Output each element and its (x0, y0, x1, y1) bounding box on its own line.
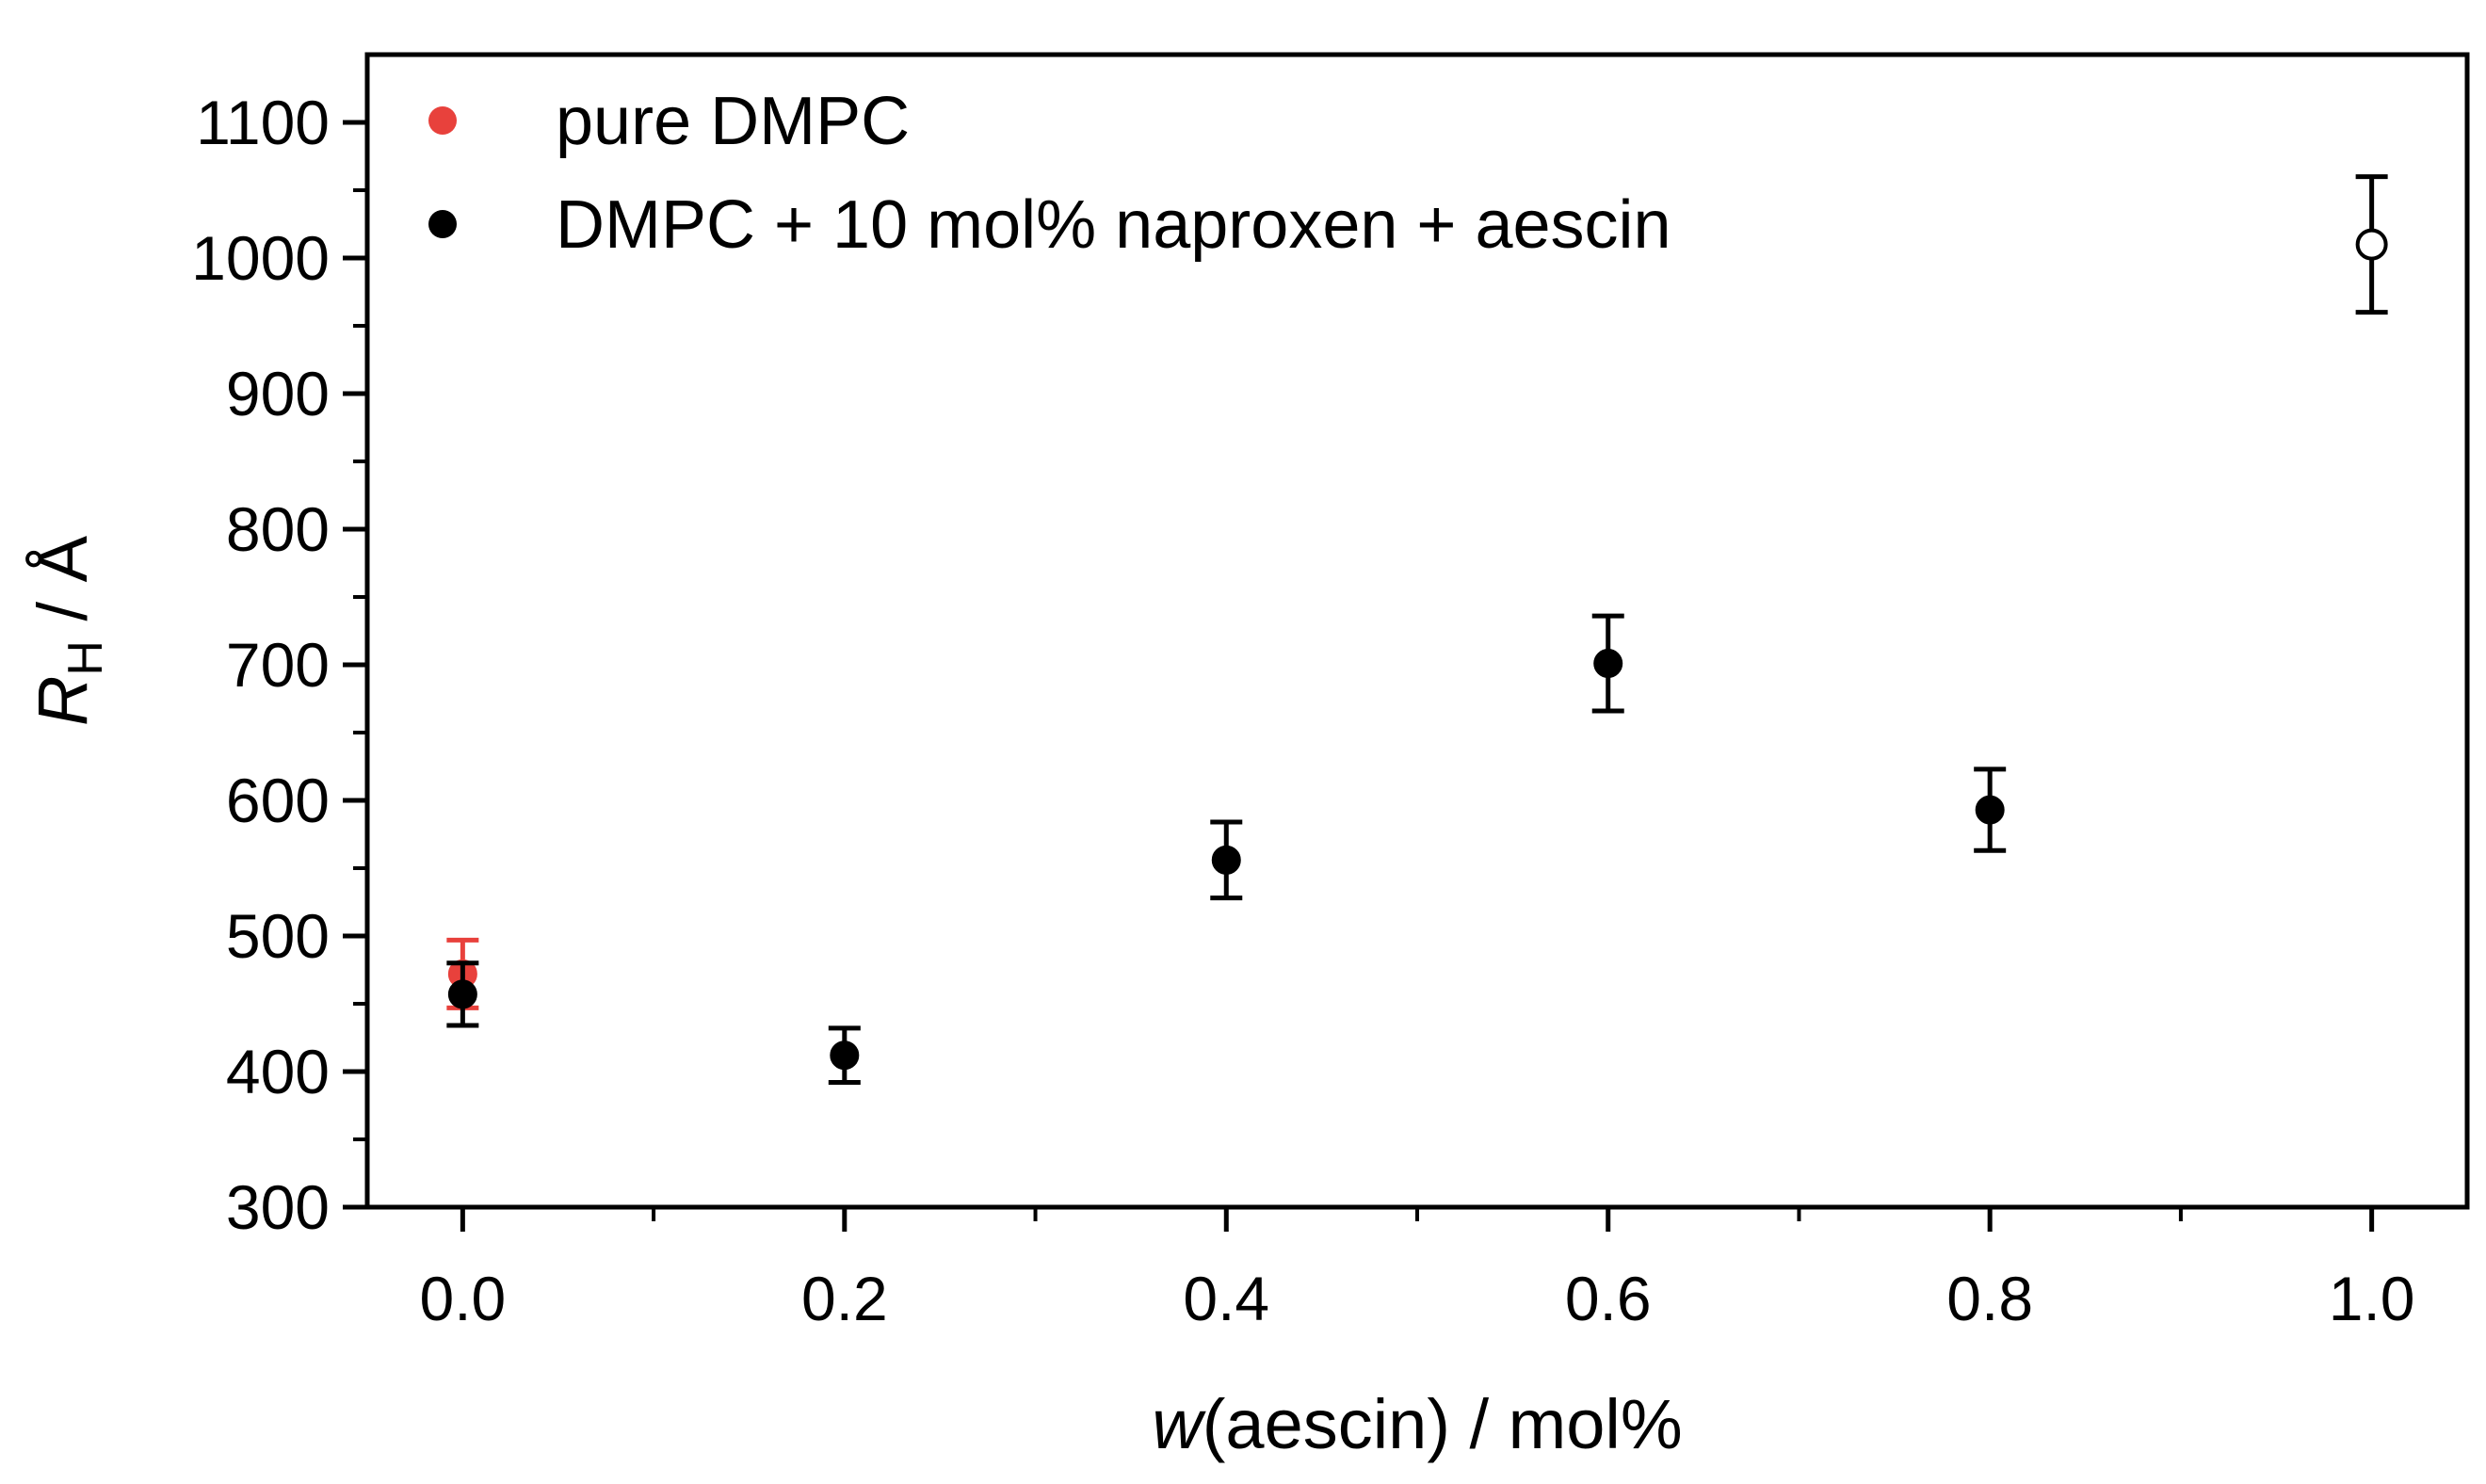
data-point (446, 960, 479, 1028)
legend-marker (428, 106, 457, 135)
x-axis-title-rest: (aescin) / mol% (1203, 1385, 1683, 1463)
y-tick-label: 700 (226, 630, 330, 700)
marker (1211, 845, 1241, 875)
marker (447, 979, 477, 1009)
marker (830, 1040, 860, 1071)
legend-marker (428, 210, 457, 238)
data-points (446, 174, 2388, 1086)
y-axis-title-subscript: H (58, 640, 113, 676)
y-tick-label: 500 (226, 901, 330, 971)
legend-label: DMPC + 10 mol% naproxen + aescin (556, 187, 1671, 263)
data-point (828, 1025, 861, 1086)
legend-item: pure DMPC (428, 84, 910, 159)
y-axis-title: RH / Å (24, 535, 113, 726)
y-tick-label: 400 (226, 1037, 330, 1106)
y-axis-title-rest: / Å (24, 535, 102, 640)
y-tick-label: 900 (226, 359, 330, 428)
data-point (1591, 613, 1624, 714)
x-tick-labels: 0.0 0.2 0.4 0.6 0.8 1.0 (419, 1264, 2414, 1333)
data-point (1210, 819, 1243, 901)
y-tick-label: 300 (226, 1172, 330, 1242)
legend-item: DMPC + 10 mol% naproxen + aescin (428, 187, 1671, 263)
data-point (2355, 174, 2388, 315)
y-tick-label: 1000 (191, 223, 330, 293)
x-tick-label: 0.6 (1565, 1264, 1652, 1333)
legend-label: pure DMPC (556, 84, 910, 159)
y-tick-label: 600 (226, 766, 330, 835)
y-tick-label: 1100 (196, 88, 330, 157)
y-tick-label: 800 (226, 494, 330, 564)
x-axis-title: w(aescin) / mol% (1152, 1385, 1682, 1463)
marker (1593, 649, 1623, 679)
x-tick-label: 1.0 (2329, 1264, 2415, 1333)
axis-ticks (343, 120, 2375, 1232)
marker (1975, 795, 2005, 825)
marker (2355, 228, 2388, 261)
x-tick-label: 0.8 (1946, 1264, 2033, 1333)
x-axis-title-symbol: w (1152, 1385, 1206, 1463)
data-point (1974, 766, 2007, 853)
x-tick-label: 0.4 (1183, 1264, 1269, 1333)
y-tick-labels: 300 400 500 600 700 800 900 1000 1100 (191, 88, 330, 1242)
x-tick-label: 0.2 (801, 1264, 888, 1333)
legend: pure DMPC DMPC + 10 mol% naproxen + aesci… (428, 84, 1671, 263)
x-tick-label: 0.0 (419, 1264, 506, 1333)
y-axis-title-symbol: R (24, 676, 102, 726)
